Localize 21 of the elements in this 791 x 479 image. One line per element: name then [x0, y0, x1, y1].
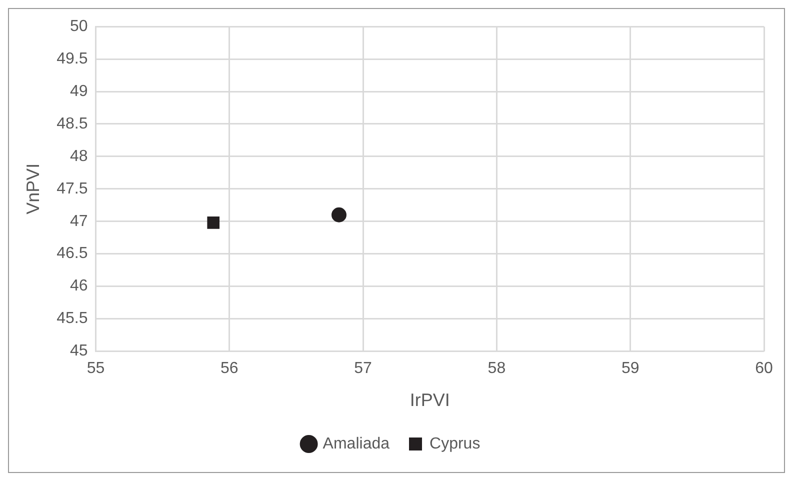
- y-tick-label: 49.5: [56, 50, 88, 68]
- y-tick-label: 47.5: [56, 180, 88, 198]
- x-tick-label: 57: [354, 360, 372, 378]
- y-axis-title: VnPVI: [22, 163, 43, 214]
- y-tick-label: 48: [70, 148, 88, 165]
- y-tick-label: 46: [70, 278, 88, 295]
- x-tick-label: 60: [755, 360, 773, 378]
- x-axis-title: IrPVI: [410, 390, 450, 410]
- x-tick-label: 56: [220, 360, 238, 378]
- x-tick-label: 58: [488, 360, 506, 378]
- legend-label: Amaliada: [322, 435, 390, 452]
- y-tick-label: 49: [70, 82, 88, 100]
- y-tick-label: 50: [70, 18, 88, 36]
- x-tick-label: 59: [621, 360, 640, 378]
- legend-label: Cyprus: [430, 435, 480, 452]
- x-tick-label: 55: [86, 360, 105, 378]
- y-tick-label: 45: [70, 342, 88, 360]
- y-tick-label: 46.5: [56, 245, 88, 262]
- y-tick-label: 48.5: [56, 115, 88, 132]
- y-tick-label: 47: [70, 212, 88, 230]
- y-tick-label: 45.5: [56, 310, 88, 328]
